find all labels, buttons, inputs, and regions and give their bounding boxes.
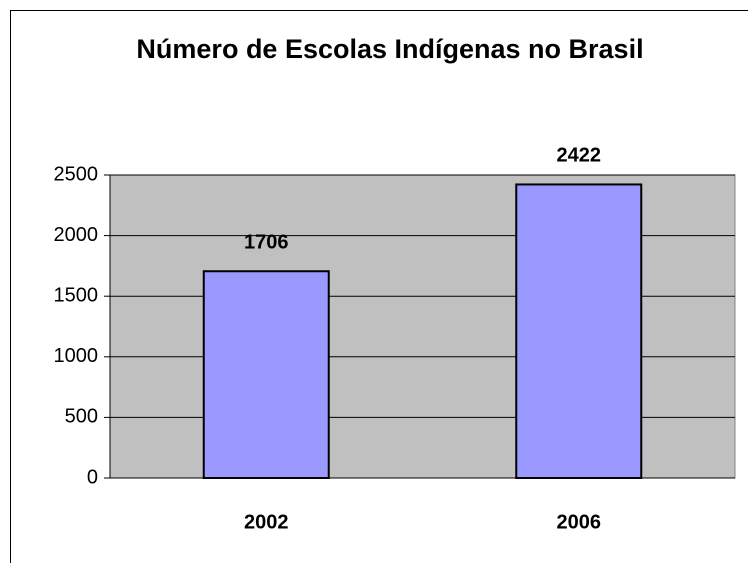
chart-title: Número de Escolas Indígenas no Brasil (136, 34, 644, 64)
y-tick-label: 1500 (54, 284, 99, 306)
data-label: 2422 (557, 145, 602, 167)
y-tick-label: 2500 (54, 163, 99, 185)
y-tick-label: 1000 (54, 345, 99, 367)
x-tick-label: 2002 (244, 511, 289, 533)
data-label: 1706 (244, 232, 289, 254)
x-tick-label: 2006 (557, 511, 602, 533)
y-tick-label: 500 (65, 406, 98, 428)
bar (202, 270, 330, 479)
bar (515, 183, 643, 479)
y-tick-label: 2000 (54, 224, 99, 246)
y-tick-label: 0 (87, 466, 98, 488)
